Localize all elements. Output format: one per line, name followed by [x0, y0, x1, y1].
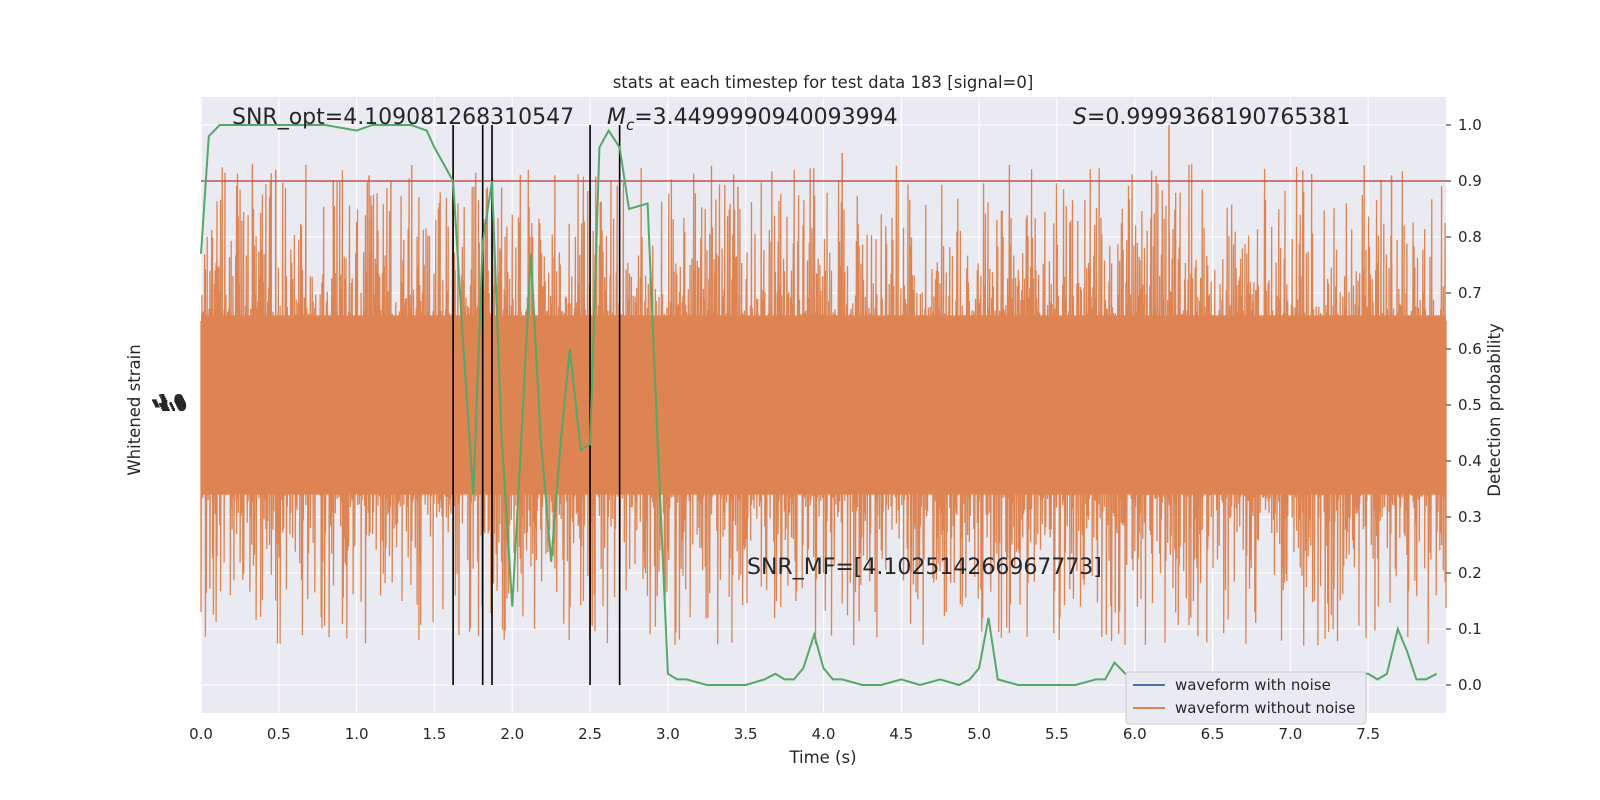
y-tick-label: 0.0	[1458, 676, 1482, 694]
left-y-axis-ticks: -1.0-1.0-1.0-1.0	[151, 391, 187, 415]
x-tick-label: 3.0	[656, 725, 680, 743]
x-tick-label: 5.5	[1045, 725, 1069, 743]
right-y-axis-label: Detection probability	[1485, 323, 1504, 497]
x-tick-label: 6.0	[1123, 725, 1147, 743]
right-y-axis-ticks: 0.0 0.1 0.2 0.3 0.4 0.5 0.6 0.7 0.8 0.9 1.0	[1446, 116, 1482, 694]
x-tick-label: 0.0	[189, 725, 213, 743]
x-tick-label: 7.0	[1278, 725, 1302, 743]
x-tick-label: 2.0	[500, 725, 524, 743]
y-tick-label: 0.9	[1458, 172, 1482, 190]
x-tick-label: 5.0	[967, 725, 991, 743]
left-y-tick-label: -1.0	[153, 395, 186, 413]
x-tick-label: 2.5	[578, 725, 602, 743]
x-tick-label: 4.0	[812, 725, 836, 743]
y-tick-label: 0.6	[1458, 340, 1482, 358]
left-y-tick-label: -1.0	[152, 393, 185, 411]
x-tick-label: 0.5	[267, 725, 291, 743]
s-value: =0.9999368190765381	[1087, 105, 1350, 130]
y-tick-label: 0.5	[1458, 396, 1482, 414]
s-annotation: S=0.9999368190765381	[1073, 105, 1350, 130]
noise-core-band	[201, 315, 1446, 495]
left-y-tick-label: -1.0	[154, 397, 187, 415]
x-tick-label: 6.5	[1201, 725, 1225, 743]
chirp-mass-subscript: c	[626, 116, 635, 134]
legend-label-without-noise: waveform without noise	[1175, 699, 1355, 717]
snr-opt-annotation: SNR_opt=4.109081268310547	[232, 105, 574, 130]
y-tick-label: 0.3	[1458, 508, 1482, 526]
chart-title: stats at each timestep for test data 183…	[613, 73, 1034, 92]
left-y-axis-label: Whitened strain	[125, 344, 144, 475]
x-tick-label: 1.5	[423, 725, 447, 743]
s-symbol: S	[1073, 105, 1087, 130]
legend-label-with-noise: waveform with noise	[1175, 676, 1331, 694]
y-tick-label: 0.2	[1458, 564, 1482, 582]
y-tick-label: 0.7	[1458, 284, 1482, 302]
waveform-without-noise-series	[200, 125, 1447, 646]
x-tick-label: 3.5	[734, 725, 758, 743]
vertical-markers	[452, 125, 621, 685]
x-tick-label: 7.5	[1356, 725, 1380, 743]
x-axis-label: Time (s)	[788, 748, 856, 767]
x-axis-ticks: 0.0 0.5 1.0 1.5 2.0 2.5 3.0 3.5 4.0 4.5 5.0 5.5 6.0 6…	[189, 725, 1380, 743]
x-tick-label: 4.5	[889, 725, 913, 743]
y-tick-label: 0.4	[1458, 452, 1482, 470]
x-tick-label: 1.0	[345, 725, 369, 743]
y-tick-label: 0.1	[1458, 620, 1482, 638]
left-y-tick-label: -1.0	[151, 391, 184, 409]
chirp-mass-value: =3.4499990940093994	[634, 105, 897, 130]
chirp-mass-symbol: M	[607, 105, 626, 130]
legend: waveform with noise waveform without noi…	[1125, 671, 1367, 725]
legend-box	[1125, 671, 1367, 725]
y-tick-label: 0.8	[1458, 228, 1482, 246]
chirp-mass-annotation: Mc=3.4499990940093994	[607, 105, 898, 134]
y-tick-label: 1.0	[1458, 116, 1482, 134]
snr-mf-annotation: SNR_MF=[4.102514266967773]	[747, 555, 1102, 580]
